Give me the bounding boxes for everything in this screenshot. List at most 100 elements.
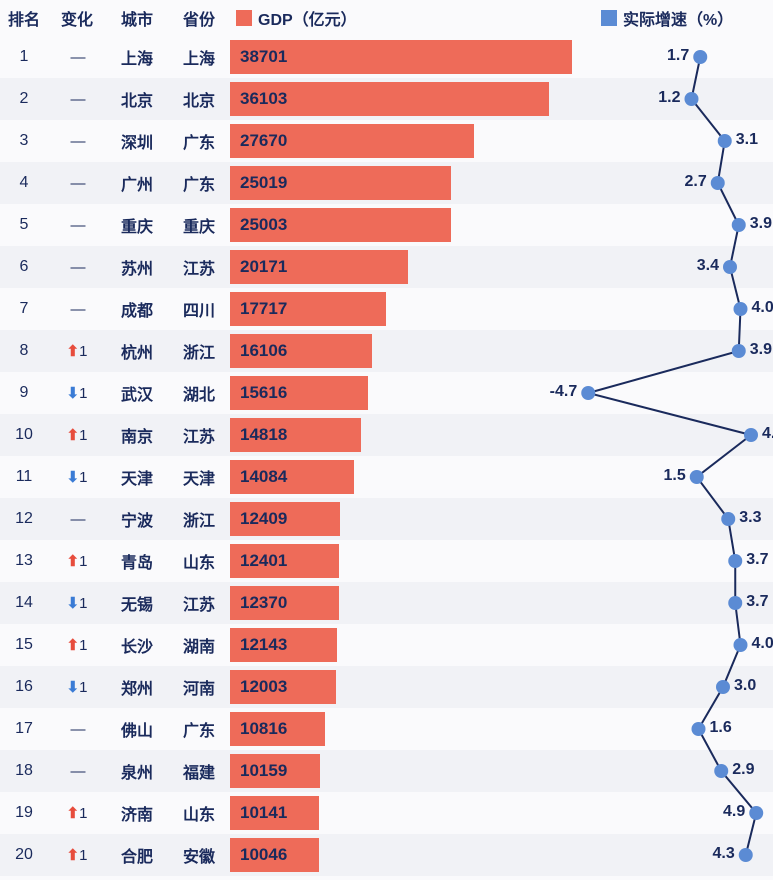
gdp-bar-cell: 25003 xyxy=(230,204,583,246)
table-row: 10⬆1南京江苏14818 xyxy=(0,414,773,456)
gdp-bar-cell: 12143 xyxy=(230,624,583,666)
rank-cell: 3 xyxy=(0,132,48,150)
gdp-bar-cell: 27670 xyxy=(230,120,583,162)
gdp-bar: 10141 xyxy=(230,796,319,830)
gdp-bar: 10816 xyxy=(230,712,325,746)
city-cell: 长沙 xyxy=(106,633,168,657)
change-cell: ⬇1 xyxy=(48,594,106,612)
city-cell: 深圳 xyxy=(106,129,168,153)
table-row: 12—宁波浙江12409 xyxy=(0,498,773,540)
province-cell: 湖北 xyxy=(168,381,230,405)
gdp-bar-cell: 20171 xyxy=(230,246,583,288)
arrow-up-icon: ⬆ xyxy=(67,553,80,570)
city-cell: 郑州 xyxy=(106,675,168,699)
province-cell: 广东 xyxy=(168,171,230,195)
table-row: 9⬇1武汉湖北15616 xyxy=(0,372,773,414)
rows-area: 1—上海上海387012—北京北京361033—深圳广东276704—广州广东2… xyxy=(0,36,773,876)
arrow-down-icon: ⬇ xyxy=(67,385,80,402)
rank-cell: 19 xyxy=(0,804,48,822)
no-change-icon: — xyxy=(71,49,84,66)
gdp-bar: 14084 xyxy=(230,460,354,494)
header-province: 省份 xyxy=(168,6,230,30)
rank-cell: 9 xyxy=(0,384,48,402)
header-rank: 排名 xyxy=(0,6,48,30)
header-row: 排名 变化 城市 省份 GDP（亿元） 实际增速（%） xyxy=(0,0,773,36)
city-cell: 合肥 xyxy=(106,843,168,867)
rate-legend-swatch xyxy=(601,10,617,26)
city-cell: 青岛 xyxy=(106,549,168,573)
arrow-up-icon: ⬆ xyxy=(67,343,80,360)
city-cell: 佛山 xyxy=(106,717,168,741)
rank-cell: 2 xyxy=(0,90,48,108)
no-change-icon: — xyxy=(71,91,84,108)
no-change-icon: — xyxy=(71,301,84,318)
no-change-icon: — xyxy=(71,511,84,528)
arrow-up-icon: ⬆ xyxy=(67,847,80,864)
gdp-bar-cell: 14818 xyxy=(230,414,583,456)
change-cell: ⬆1 xyxy=(48,846,106,864)
arrow-up-icon: ⬆ xyxy=(67,805,80,822)
table-row: 16⬇1郑州河南12003 xyxy=(0,666,773,708)
province-cell: 上海 xyxy=(168,45,230,69)
gdp-bar-cell: 14084 xyxy=(230,456,583,498)
gdp-bar: 25019 xyxy=(230,166,451,200)
province-cell: 安徽 xyxy=(168,843,230,867)
no-change-icon: — xyxy=(71,721,84,738)
change-cell: ⬆1 xyxy=(48,552,106,570)
table-row: 20⬆1合肥安徽10046 xyxy=(0,834,773,876)
no-change-icon: — xyxy=(71,259,84,276)
gdp-bar: 10046 xyxy=(230,838,319,872)
gdp-bar-cell: 12370 xyxy=(230,582,583,624)
no-change-icon: — xyxy=(71,217,84,234)
change-cell: ⬇1 xyxy=(48,678,106,696)
table-row: 19⬆1济南山东10141 xyxy=(0,792,773,834)
province-cell: 天津 xyxy=(168,465,230,489)
table-row: 8⬆1杭州浙江16106 xyxy=(0,330,773,372)
province-cell: 广东 xyxy=(168,717,230,741)
city-cell: 南京 xyxy=(106,423,168,447)
header-rate: 实际增速（%） xyxy=(583,6,773,30)
change-cell: — xyxy=(48,133,106,150)
rank-cell: 7 xyxy=(0,300,48,318)
change-cell: — xyxy=(48,763,106,780)
city-cell: 广州 xyxy=(106,171,168,195)
change-cell: — xyxy=(48,511,106,528)
province-cell: 山东 xyxy=(168,549,230,573)
gdp-bar: 38701 xyxy=(230,40,572,74)
city-cell: 济南 xyxy=(106,801,168,825)
province-cell: 河南 xyxy=(168,675,230,699)
rank-cell: 16 xyxy=(0,678,48,696)
change-cell: — xyxy=(48,91,106,108)
gdp-bar: 12401 xyxy=(230,544,339,578)
gdp-bar-cell: 12003 xyxy=(230,666,583,708)
city-cell: 宁波 xyxy=(106,507,168,531)
gdp-bar: 16106 xyxy=(230,334,372,368)
change-cell: — xyxy=(48,301,106,318)
table-row: 3—深圳广东27670 xyxy=(0,120,773,162)
rank-cell: 4 xyxy=(0,174,48,192)
province-cell: 广东 xyxy=(168,129,230,153)
gdp-bar: 25003 xyxy=(230,208,451,242)
table-row: 13⬆1青岛山东12401 xyxy=(0,540,773,582)
rank-cell: 17 xyxy=(0,720,48,738)
province-cell: 江苏 xyxy=(168,591,230,615)
city-cell: 泉州 xyxy=(106,759,168,783)
city-cell: 武汉 xyxy=(106,381,168,405)
gdp-bar-cell: 36103 xyxy=(230,78,583,120)
gdp-bar-cell: 10816 xyxy=(230,708,583,750)
table-row: 11⬇1天津天津14084 xyxy=(0,456,773,498)
table-row: 5—重庆重庆25003 xyxy=(0,204,773,246)
city-cell: 北京 xyxy=(106,87,168,111)
province-cell: 江苏 xyxy=(168,423,230,447)
city-cell: 苏州 xyxy=(106,255,168,279)
rank-cell: 5 xyxy=(0,216,48,234)
city-cell: 上海 xyxy=(106,45,168,69)
city-cell: 无锡 xyxy=(106,591,168,615)
rank-cell: 14 xyxy=(0,594,48,612)
table-row: 1—上海上海38701 xyxy=(0,36,773,78)
change-cell: — xyxy=(48,721,106,738)
arrow-down-icon: ⬇ xyxy=(67,679,80,696)
table-row: 4—广州广东25019 xyxy=(0,162,773,204)
city-cell: 天津 xyxy=(106,465,168,489)
rank-cell: 1 xyxy=(0,48,48,66)
